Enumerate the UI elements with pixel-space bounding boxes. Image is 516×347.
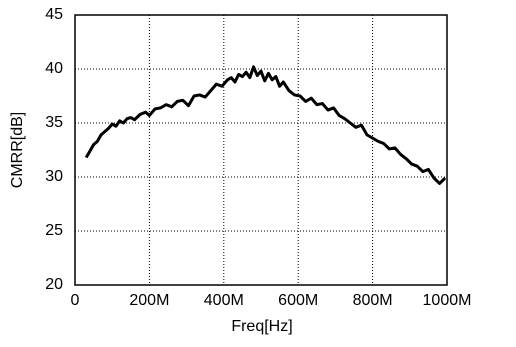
y-tick-label: 25 bbox=[45, 222, 63, 239]
y-tick-label: 40 bbox=[45, 60, 63, 77]
y-tick-label: 45 bbox=[45, 6, 63, 23]
x-tick-label: 800M bbox=[353, 292, 393, 309]
x-axis-label: Freq[Hz] bbox=[231, 318, 292, 335]
plot-frame bbox=[74, 14, 448, 286]
x-tick-label: 200M bbox=[129, 292, 169, 309]
data-line bbox=[84, 65, 447, 185]
x-tick-label: 1000M bbox=[423, 292, 472, 309]
x-tick-label: 0 bbox=[71, 292, 80, 309]
x-tick-label: 400M bbox=[204, 292, 244, 309]
y-tick-label: 20 bbox=[45, 276, 63, 293]
x-tick-label: 600M bbox=[278, 292, 318, 309]
y-axis-label: CMRR[dB] bbox=[9, 112, 26, 188]
y-tick-label: 30 bbox=[45, 168, 63, 185]
y-tick-label: 35 bbox=[45, 114, 63, 131]
